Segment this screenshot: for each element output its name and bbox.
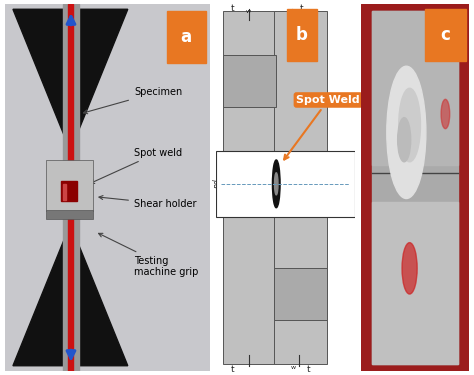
Bar <box>68 4 73 371</box>
FancyBboxPatch shape <box>167 11 206 63</box>
Bar <box>61 181 76 201</box>
Bar <box>223 11 275 364</box>
Circle shape <box>441 99 450 129</box>
Text: w: w <box>246 9 251 14</box>
Circle shape <box>399 88 420 162</box>
Bar <box>63 4 79 371</box>
Polygon shape <box>13 224 128 366</box>
Circle shape <box>387 66 426 198</box>
Bar <box>46 160 93 212</box>
Text: pd: pd <box>213 179 222 189</box>
Text: c: c <box>440 26 450 44</box>
Bar <box>216 151 355 217</box>
Ellipse shape <box>274 173 278 195</box>
Text: w: w <box>291 364 296 370</box>
Bar <box>372 11 458 364</box>
Ellipse shape <box>273 160 280 208</box>
Circle shape <box>402 243 417 294</box>
Polygon shape <box>13 9 128 151</box>
Text: Spot Weld: Spot Weld <box>284 95 360 159</box>
Text: Shear holder: Shear holder <box>99 196 196 209</box>
Bar <box>372 202 458 364</box>
Text: s₁: s₁ <box>285 184 292 190</box>
Text: t: t <box>231 364 234 374</box>
Text: t: t <box>300 4 304 13</box>
Text: t: t <box>307 364 311 374</box>
Bar <box>63 184 66 200</box>
Bar <box>46 210 93 219</box>
Bar <box>274 268 327 320</box>
Bar <box>274 11 327 364</box>
Text: t: t <box>231 4 234 13</box>
Text: a: a <box>181 28 192 46</box>
Text: Testing
machine grip: Testing machine grip <box>99 233 198 278</box>
Bar <box>372 11 458 165</box>
FancyBboxPatch shape <box>287 9 317 61</box>
FancyBboxPatch shape <box>425 9 466 61</box>
Text: b: b <box>296 26 308 44</box>
Circle shape <box>398 118 410 162</box>
Text: Spot weld: Spot weld <box>91 148 182 183</box>
Text: Specimen: Specimen <box>83 87 182 114</box>
Bar <box>223 55 275 106</box>
